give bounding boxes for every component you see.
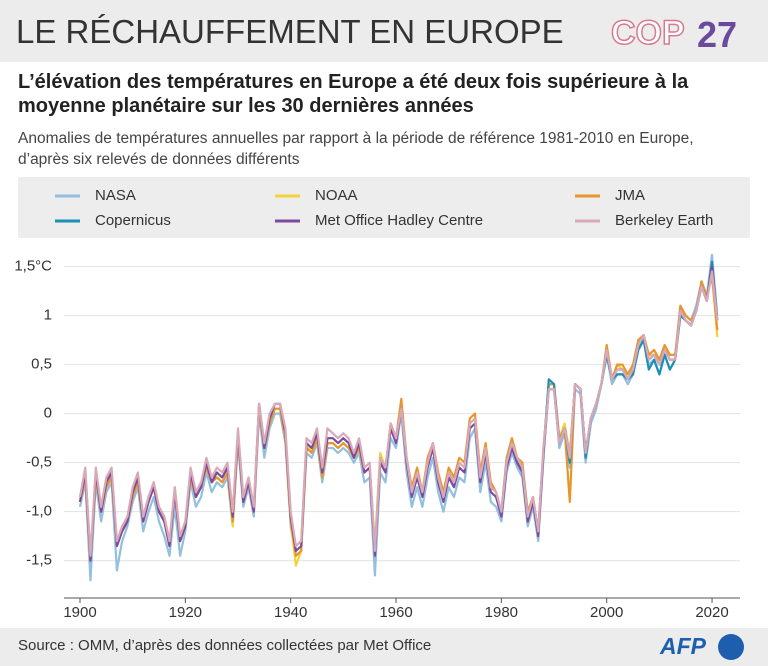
source: Source : OMM, d’après des données collec… [18,637,432,654]
x-tick-label: 1920 [169,604,202,621]
x-tick-label: 2020 [695,604,728,621]
y-tick-label: -0,5 [26,454,52,471]
logo-afp: AFP [660,633,706,659]
x-tick-label: 1900 [63,604,96,621]
footer-band [0,628,768,666]
y-tick-label: 0,5 [31,356,52,373]
x-tick-label: 1940 [274,604,307,621]
logo-num: 27 [697,14,738,55]
header-band [0,0,768,62]
x-tick-label: 1960 [379,604,412,621]
legend-label: Copernicus [95,212,171,229]
legend-box [18,177,750,238]
y-tick-label: 0 [44,405,52,422]
afp-dot [718,634,744,660]
legend-label: JMA [615,187,645,204]
legend-label: NASA [95,187,136,204]
legend-label: Berkeley Earth [615,212,713,229]
y-tick-label: 1 [44,307,52,324]
y-tick-label: -1,5 [26,552,52,569]
description: Anomalies de températures annuelles par … [18,130,694,168]
title: LE RÉCHAUFFEMENT EN EUROPE [16,13,564,50]
x-tick-label: 1980 [485,604,518,621]
legend-label: NOAA [315,187,358,204]
series-line [78,270,719,557]
x-tick-label: 2000 [590,604,623,621]
subtitle: L’élévation des températures en Europe a… [18,71,689,117]
legend-label: Met Office Hadley Centre [315,212,483,229]
y-tick-label: -1,0 [26,503,52,520]
y-tick-label: 1,5°C [14,258,52,275]
logo-cop: COP [610,13,685,53]
series-line [495,260,719,533]
